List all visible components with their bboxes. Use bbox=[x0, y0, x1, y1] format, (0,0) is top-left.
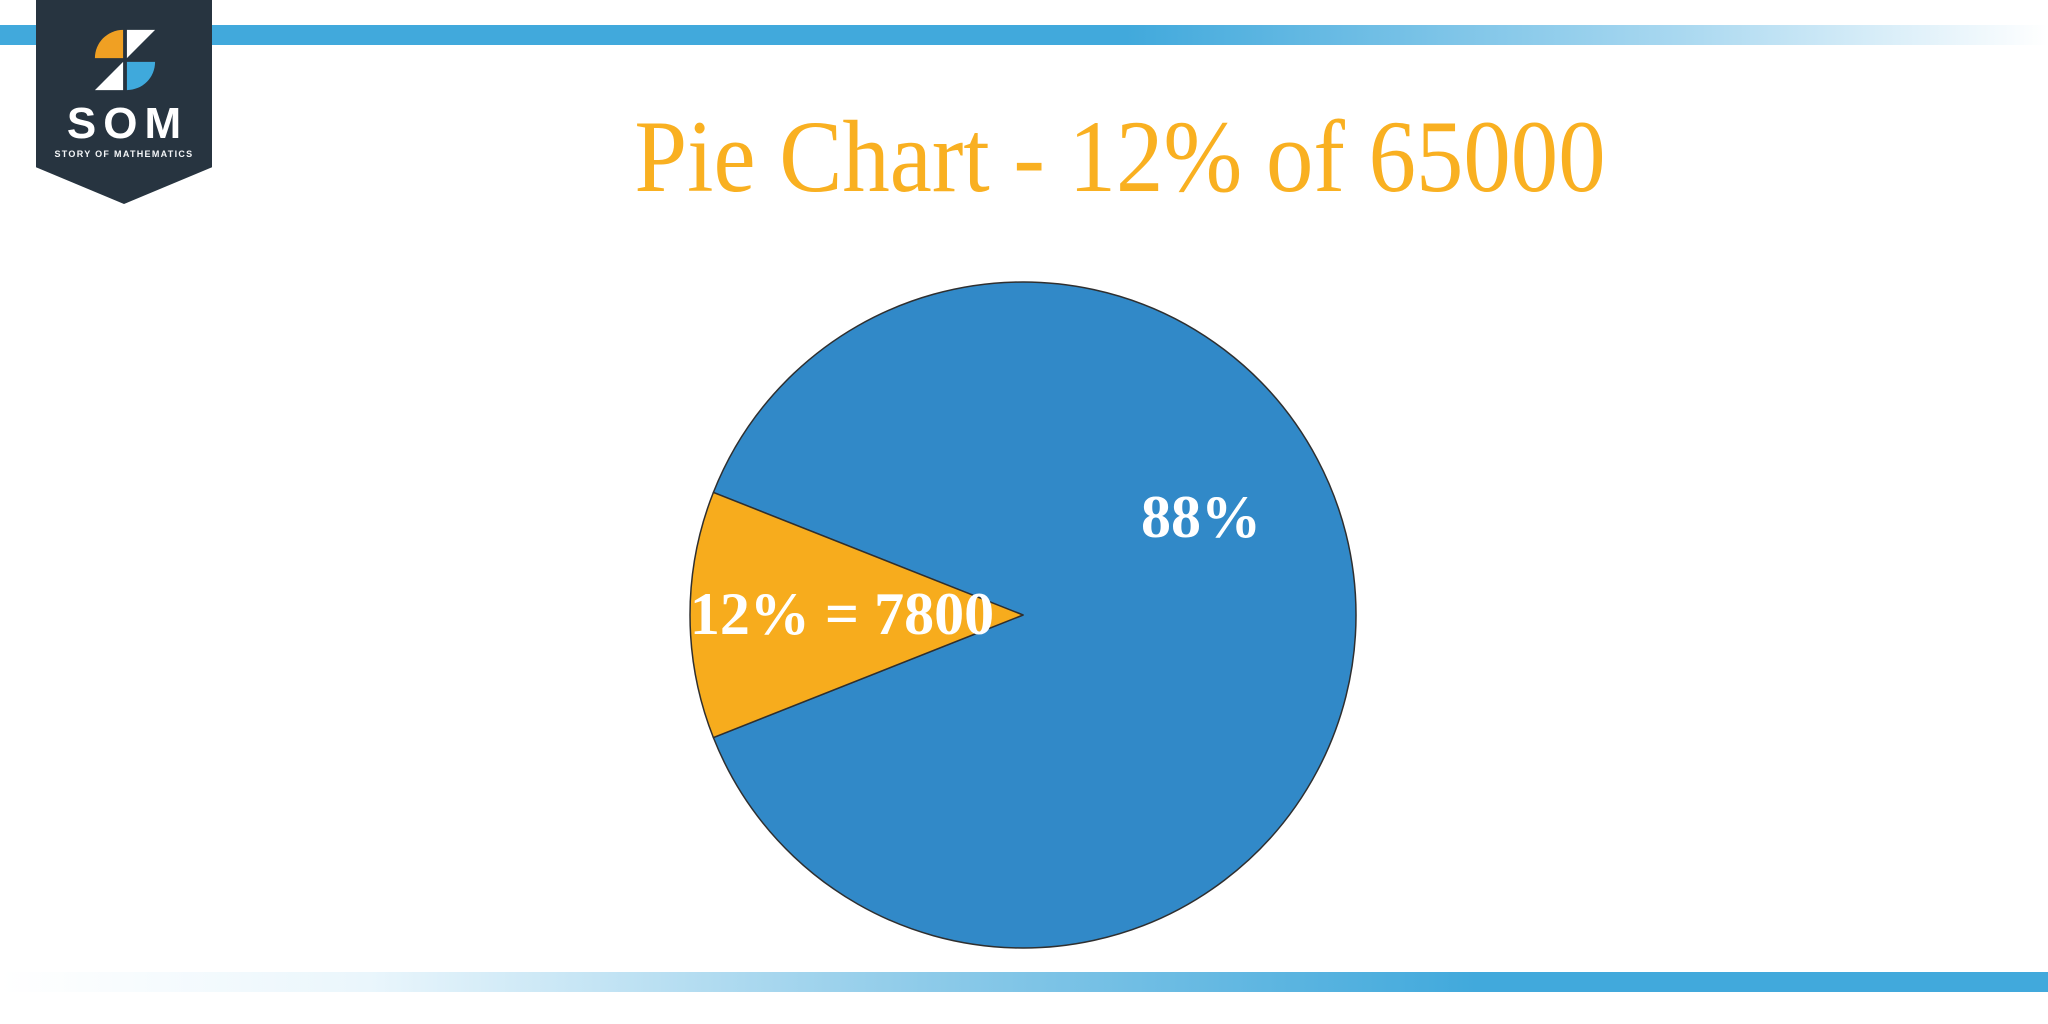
som-acronym: SOM bbox=[66, 99, 189, 148]
bottom-accent-bar bbox=[0, 972, 2048, 992]
page-title: Pie Chart - 12% of 65000 bbox=[634, 100, 1606, 214]
pie-label-12-7800: 12% = 7800 bbox=[689, 581, 995, 647]
som-pinwheel-icon bbox=[94, 29, 156, 91]
pie-slice-12 bbox=[689, 491, 1024, 739]
pie-slice-88 bbox=[712, 281, 1357, 949]
pie-label-88: 88% bbox=[1141, 484, 1261, 550]
som-logo-badge: SOM STORY OF MATHEMATICS bbox=[36, 0, 212, 204]
top-accent-bar bbox=[0, 25, 2048, 45]
som-tagline: STORY OF MATHEMATICS bbox=[54, 149, 194, 159]
